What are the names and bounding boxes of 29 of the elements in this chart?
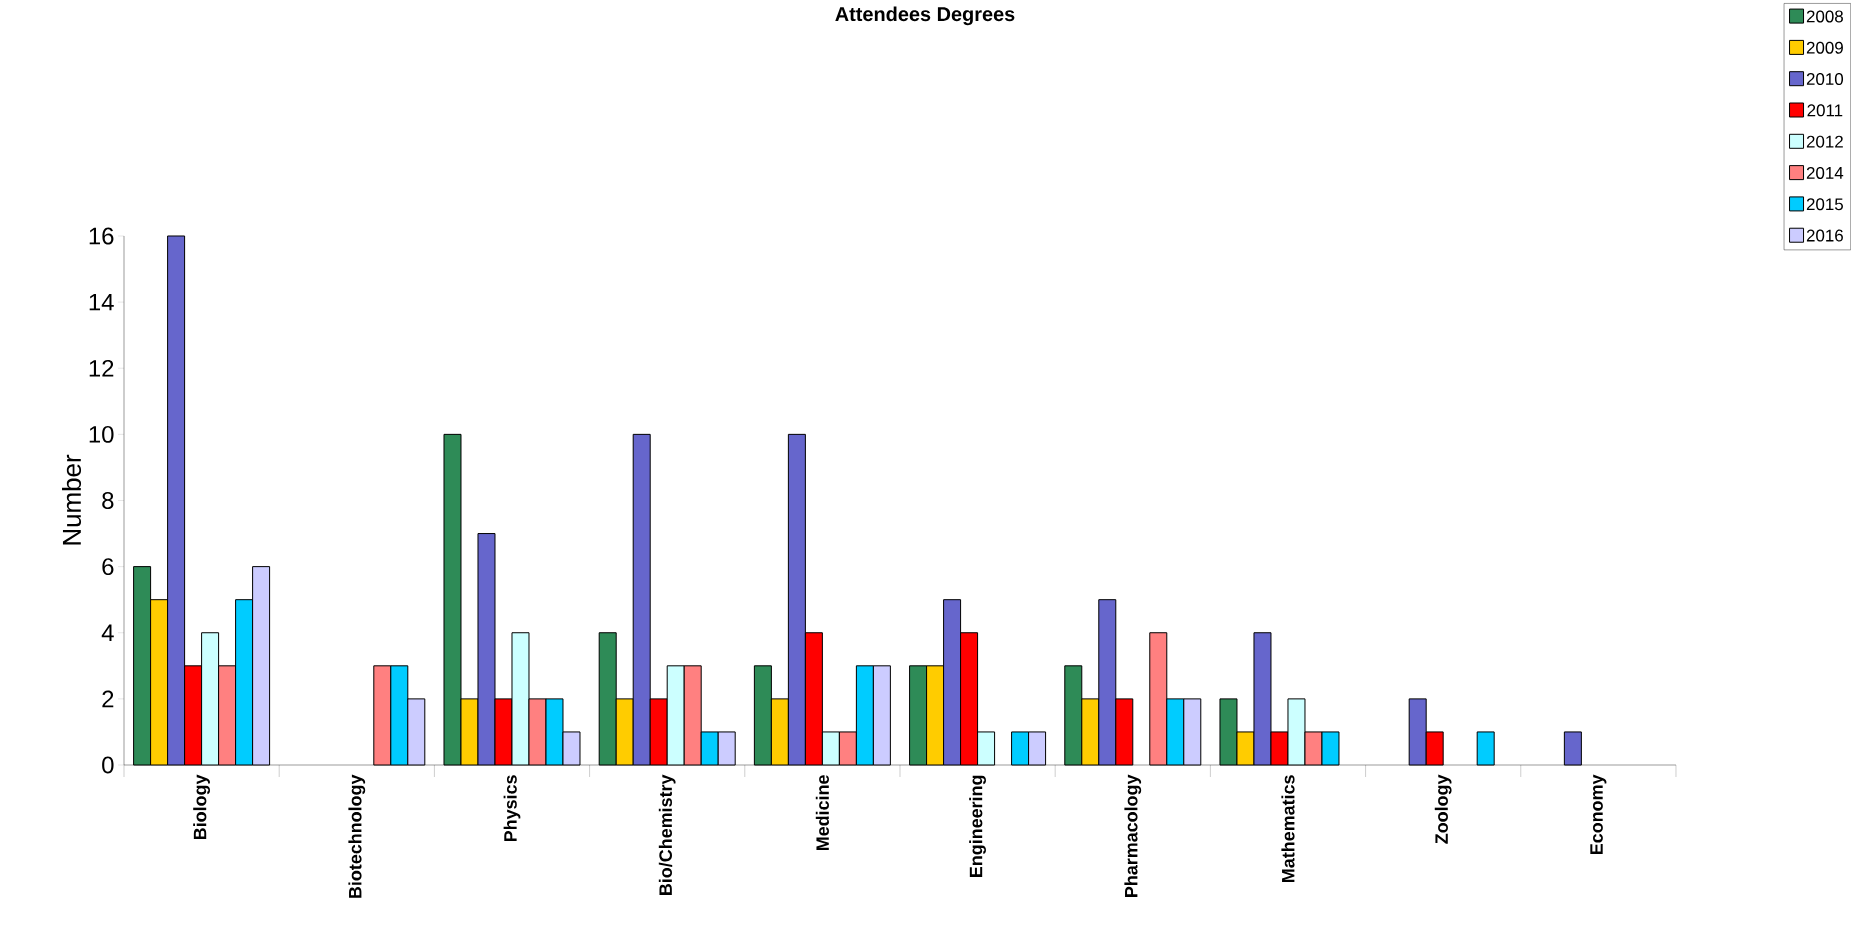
x-tick-label: Pharmacology <box>1124 774 1142 897</box>
chart-title: Attendees Degrees <box>835 6 1015 26</box>
legend-label: 2015 <box>1806 198 1843 211</box>
x-tick-label: Economy <box>1590 774 1607 855</box>
x-tick-label: Bio/Chemistry <box>658 774 676 895</box>
legend-label: 2008 <box>1806 10 1843 23</box>
x-tick-label: Mathematics <box>1281 775 1295 882</box>
x-tick-label: Medicine <box>815 775 829 851</box>
y-tick-label: 14 <box>89 293 114 311</box>
legend-label: 2010 <box>1806 73 1844 86</box>
y-tick-label: 12 <box>89 359 114 377</box>
legend-label: 2011 <box>1807 104 1843 117</box>
y-tick-label: 10 <box>89 425 114 443</box>
x-tick-label: Physics <box>503 775 521 842</box>
y-tick-label: 2 <box>102 690 114 708</box>
x-tick-label: Engineering <box>969 775 986 877</box>
y-tick-label: 16 <box>89 227 114 245</box>
y-tick-label: 6 <box>102 558 114 576</box>
y-tick-label: 8 <box>102 492 114 509</box>
x-tick-label: Zoology <box>1434 774 1452 844</box>
y-tick-label: 4 <box>101 624 114 641</box>
legend-label: 2009 <box>1806 41 1843 54</box>
legend-label: 2016 <box>1806 229 1843 242</box>
y-axis-title: Number <box>62 454 82 545</box>
legend-label: 2012 <box>1806 135 1843 148</box>
legend-label: 2014 <box>1806 166 1844 179</box>
x-tick-label: Biotechnology <box>348 774 366 898</box>
x-tick-label: Biology <box>193 774 210 840</box>
y-tick-label: 0 <box>102 756 114 774</box>
